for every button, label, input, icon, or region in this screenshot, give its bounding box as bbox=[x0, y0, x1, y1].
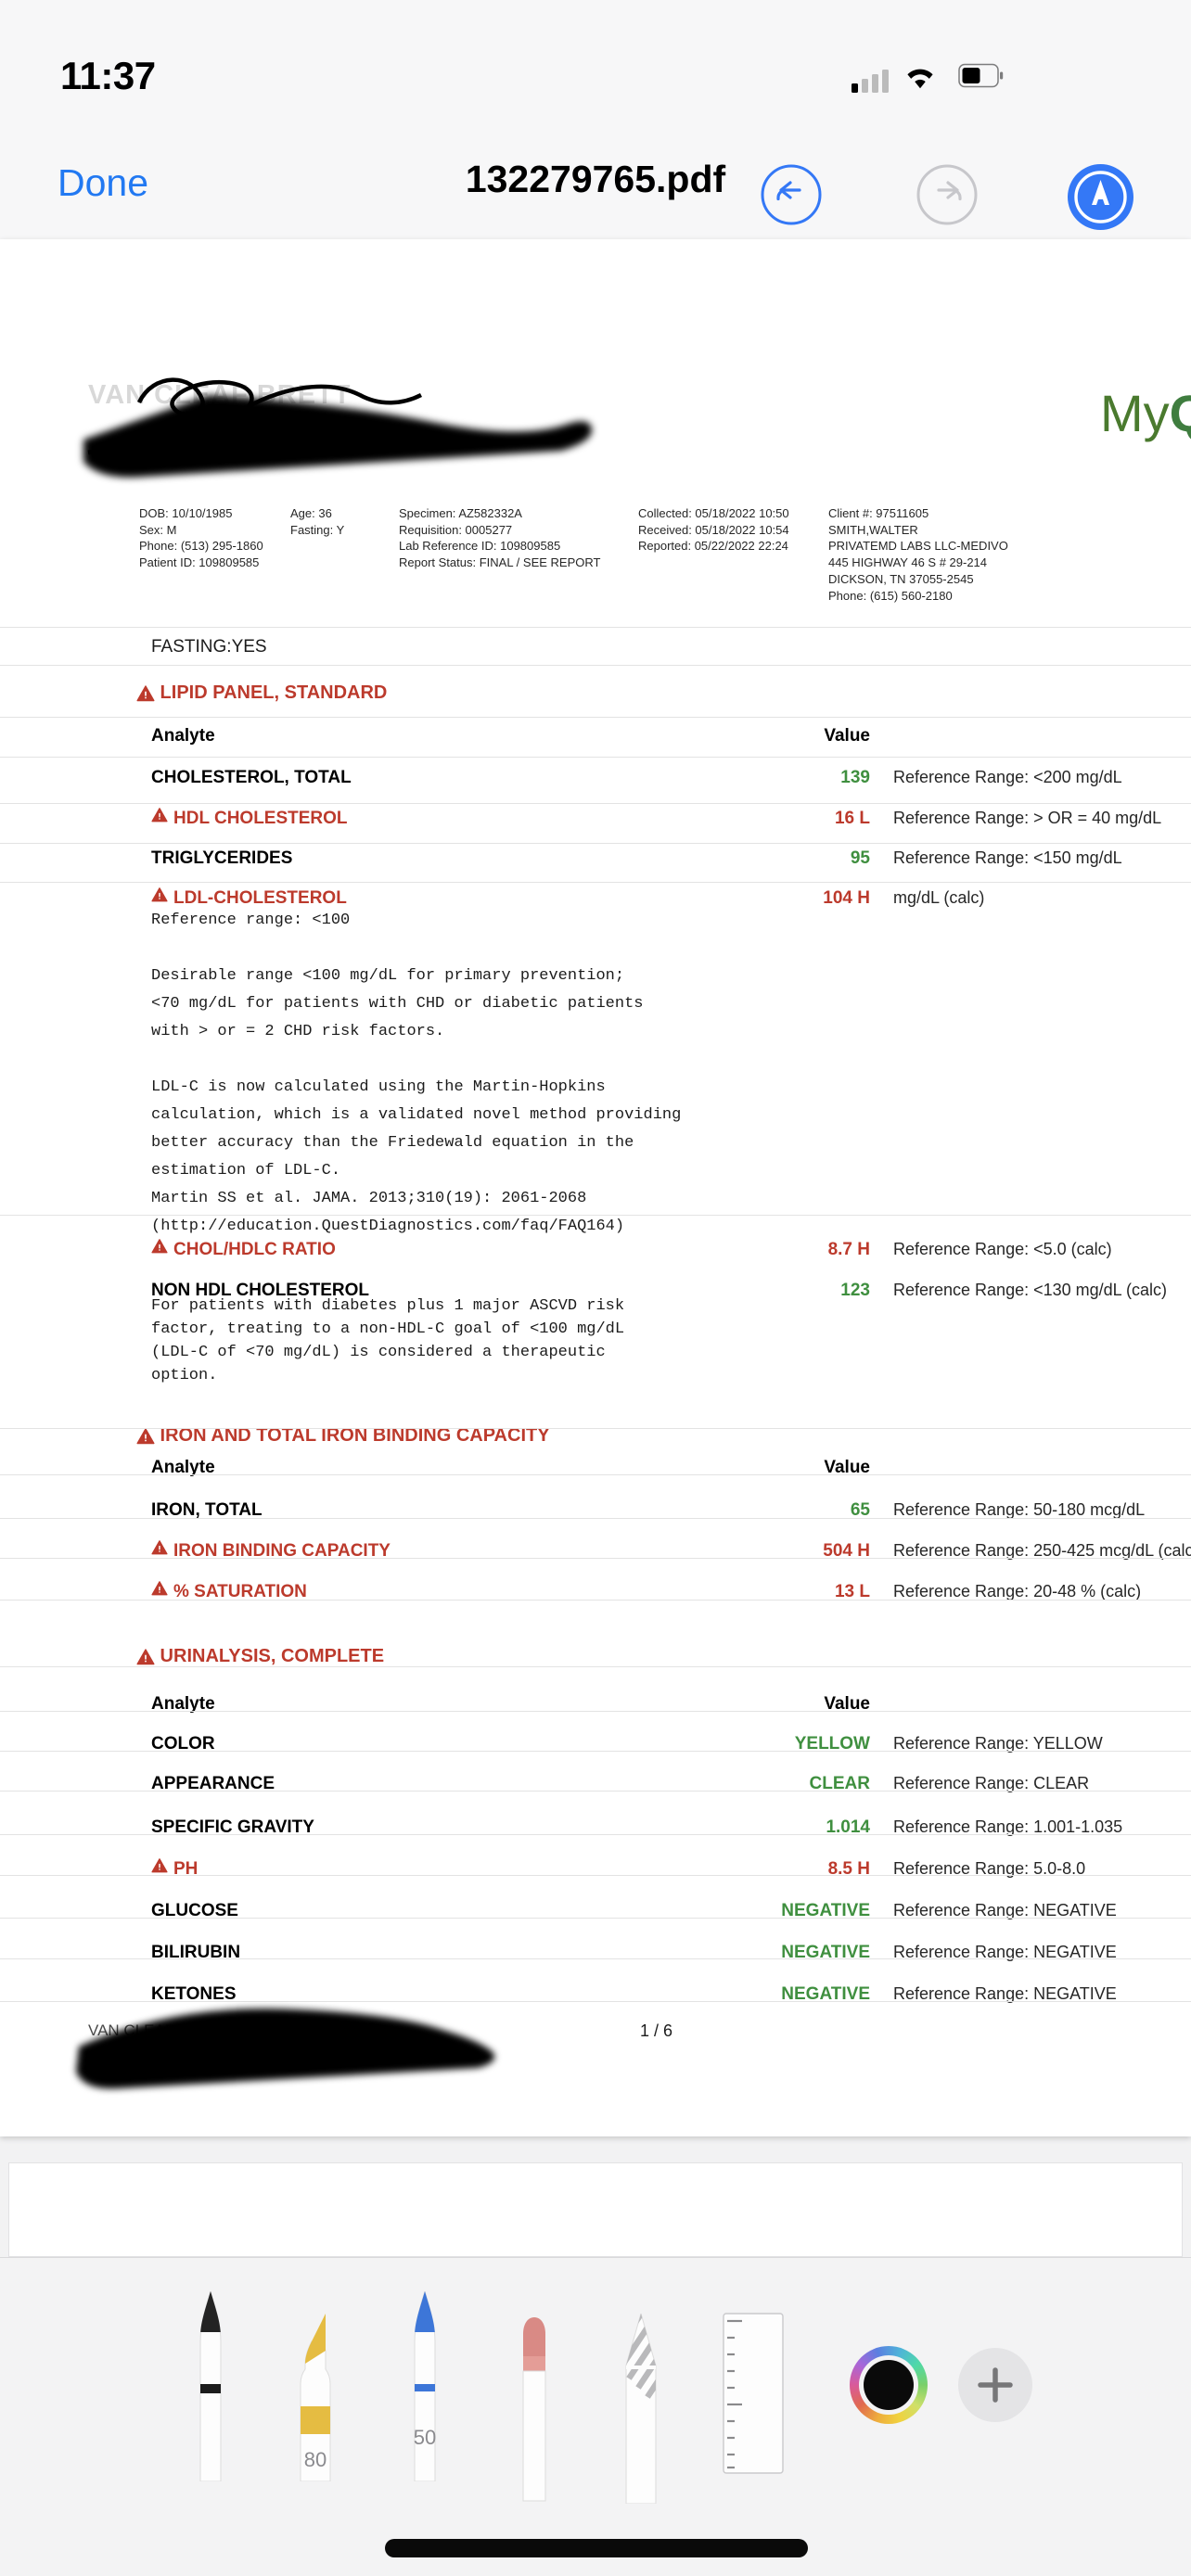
svg-text:50: 50 bbox=[414, 2426, 436, 2449]
svg-text:80: 80 bbox=[304, 2448, 327, 2471]
